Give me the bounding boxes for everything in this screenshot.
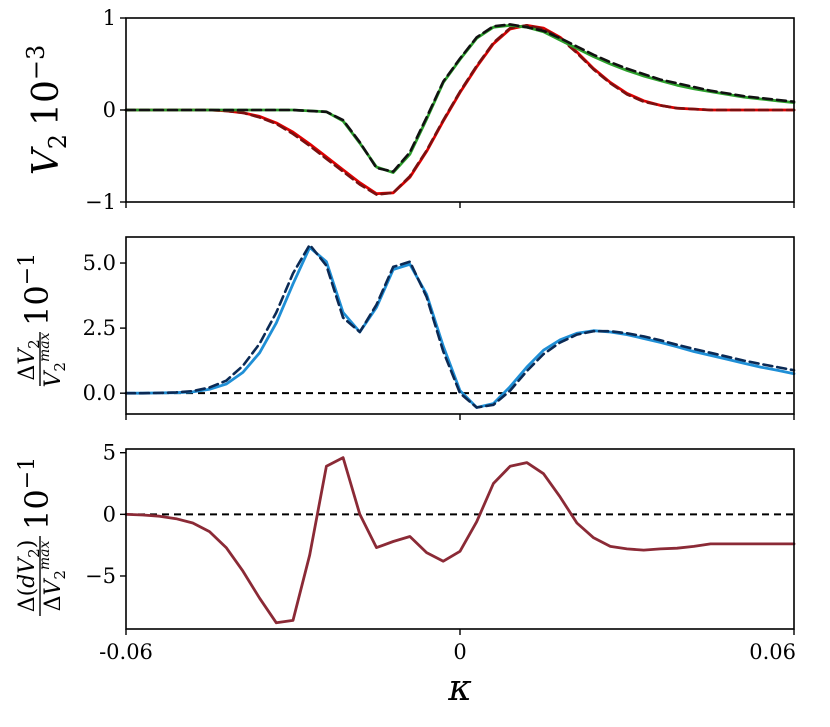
panel-2-series-0-line bbox=[124, 456, 796, 625]
panel-2-ytick-label: 0 bbox=[103, 502, 116, 526]
svg-text:Δ(dV2): Δ(dV2) bbox=[15, 540, 43, 613]
panel-top-y-ticks: 1 0 −1 bbox=[85, 6, 126, 214]
panel-middle-y-ticks: 5.0 2.5 0.0 bbox=[83, 251, 126, 405]
panel-1-series-0-line bbox=[124, 245, 796, 409]
x-tick-label: 0.06 bbox=[749, 640, 796, 664]
panel-0-series-3-line bbox=[124, 23, 796, 173]
panel-1-ytick-label: 5.0 bbox=[83, 251, 116, 275]
panel-middle-x-ticks bbox=[125, 414, 795, 420]
panel-0-ytick-label: −1 bbox=[85, 190, 116, 214]
x-tick-label: 0 bbox=[453, 640, 466, 664]
panel-0-series-1-line bbox=[124, 24, 796, 196]
panel-bottom-y-ticks: 5 0 −5 bbox=[85, 441, 126, 588]
panel-top-x-ticks bbox=[125, 202, 795, 208]
panel-top-ylabel: V210−3 bbox=[22, 45, 72, 175]
svg-text:V2max: V2max bbox=[37, 332, 69, 387]
panel-middle-delta-v2: 5.0 2.5 0.0 ΔV2 V2max 10−1 bbox=[15, 236, 796, 420]
panel-1-series-1-line bbox=[124, 243, 796, 409]
svg-text:10−1: 10−1 bbox=[15, 457, 56, 530]
panel-middle-series bbox=[124, 243, 796, 409]
panel-middle-ylabel: ΔV2 V2max 10−1 bbox=[15, 253, 69, 388]
panel-2-ytick-label: 5 bbox=[103, 441, 116, 465]
panel-1-ytick-label: 2.5 bbox=[83, 316, 116, 340]
panel-top-series bbox=[124, 23, 796, 196]
panel-0-ytick-label: 1 bbox=[103, 6, 116, 30]
panel-1-ytick-label: 0.0 bbox=[83, 381, 116, 405]
x-tick-label: -0.06 bbox=[99, 640, 153, 664]
panel-bottom-x-ticks: -0.06 0 0.06 bbox=[99, 629, 796, 664]
svg-text:ΔV2: ΔV2 bbox=[15, 339, 43, 380]
panel-bottom-delta-dv2: 5 0 −5 -0.06 0 0.06 Δ(dV2) ΔV2max 10−1 κ bbox=[15, 441, 796, 709]
panel-0-ytick-label: 0 bbox=[103, 98, 116, 122]
panel-bottom-series bbox=[124, 456, 796, 625]
panel-bottom-ylabel: Δ(dV2) ΔV2max 10−1 bbox=[15, 457, 69, 616]
panel-2-ytick-label: −5 bbox=[85, 564, 116, 588]
x-axis-label: κ bbox=[447, 668, 472, 709]
panel-bottom-frame bbox=[125, 448, 795, 630]
svg-text:10−1: 10−1 bbox=[15, 253, 56, 326]
panel-0-series-2-line bbox=[124, 23, 796, 175]
panel-top-v2: 1 0 −1 V210−3 bbox=[22, 6, 796, 214]
svg-text:ΔV2max: ΔV2max bbox=[37, 540, 69, 611]
